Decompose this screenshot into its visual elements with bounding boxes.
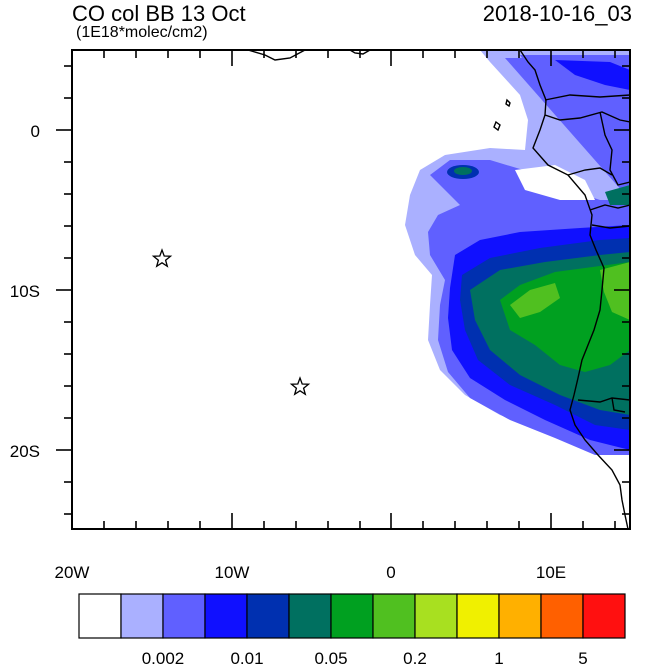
colorbar-swatch-8 (414, 593, 458, 639)
lat-label-20s: 20S (10, 442, 40, 461)
colorbar-swatch-7 (372, 593, 416, 639)
colorbar-swatch-3 (204, 593, 248, 639)
plume-offshore-core (454, 167, 472, 175)
coastline (247, 50, 630, 529)
colorbar-label-0: 0.002 (142, 649, 185, 667)
colorbar-swatch-5 (288, 593, 332, 639)
tick-labels: 20W 10W 0 10E 0 10S 20S (10, 122, 566, 582)
colorbar-swatch-10 (498, 593, 542, 639)
plume-north-core (555, 60, 630, 90)
units-label: (1E18*molec/cm2) (76, 24, 208, 41)
lon-label-0: 0 (386, 563, 395, 582)
lat-label-0: 0 (31, 122, 40, 141)
border-1 (544, 94, 630, 101)
map-title: CO col BB 13 Oct (72, 1, 246, 26)
colorbar-label-1: 0.01 (230, 649, 263, 667)
colorbar-label-2: 0.05 (314, 649, 347, 667)
axis-ticks (56, 50, 630, 529)
border-2 (544, 111, 630, 123)
top-island-2 (349, 50, 371, 55)
colorbar-swatch-2 (162, 593, 206, 639)
border-3 (599, 111, 630, 186)
colorbar (78, 593, 626, 639)
colorbar-swatch-12 (582, 593, 626, 639)
colorbar-swatch-9 (456, 593, 500, 639)
lon-label-20w: 20W (55, 563, 90, 582)
plume-band-1 (510, 283, 560, 318)
lat-label-10s: 10S (10, 282, 40, 301)
clear-area (515, 165, 595, 200)
markers (151, 248, 311, 396)
colorbar-swatch-0 (78, 593, 122, 639)
lon-label-10e: 10E (536, 563, 566, 582)
border-5 (589, 204, 630, 211)
colorbar-swatch-1 (120, 593, 164, 639)
colorbar-swatch-6 (330, 593, 374, 639)
plume-gabon-spot (605, 185, 630, 205)
border-4 (567, 167, 613, 176)
border-8 (611, 397, 626, 413)
lon-label-10w: 10W (215, 563, 250, 582)
border-7 (577, 397, 630, 403)
plume-band-1b (600, 262, 630, 320)
top-island-1 (247, 50, 306, 61)
colorbar-label-4: 1 (494, 649, 503, 667)
colorbar-swatch-11 (540, 593, 584, 639)
bioko-island (505, 98, 511, 108)
co-plume-field (405, 50, 630, 455)
colorbar-labels: 0.002 0.01 0.05 0.2 1 5 (142, 649, 588, 667)
colorbar-label-5: 5 (578, 649, 587, 667)
datetime-label: 2018-10-16_03 (482, 1, 632, 26)
sao-tome-island (493, 120, 501, 132)
colorbar-swatch-4 (246, 593, 290, 639)
colorbar-label-3: 0.2 (403, 649, 427, 667)
star-marker-1 (151, 248, 173, 268)
star-marker-2 (289, 376, 311, 396)
